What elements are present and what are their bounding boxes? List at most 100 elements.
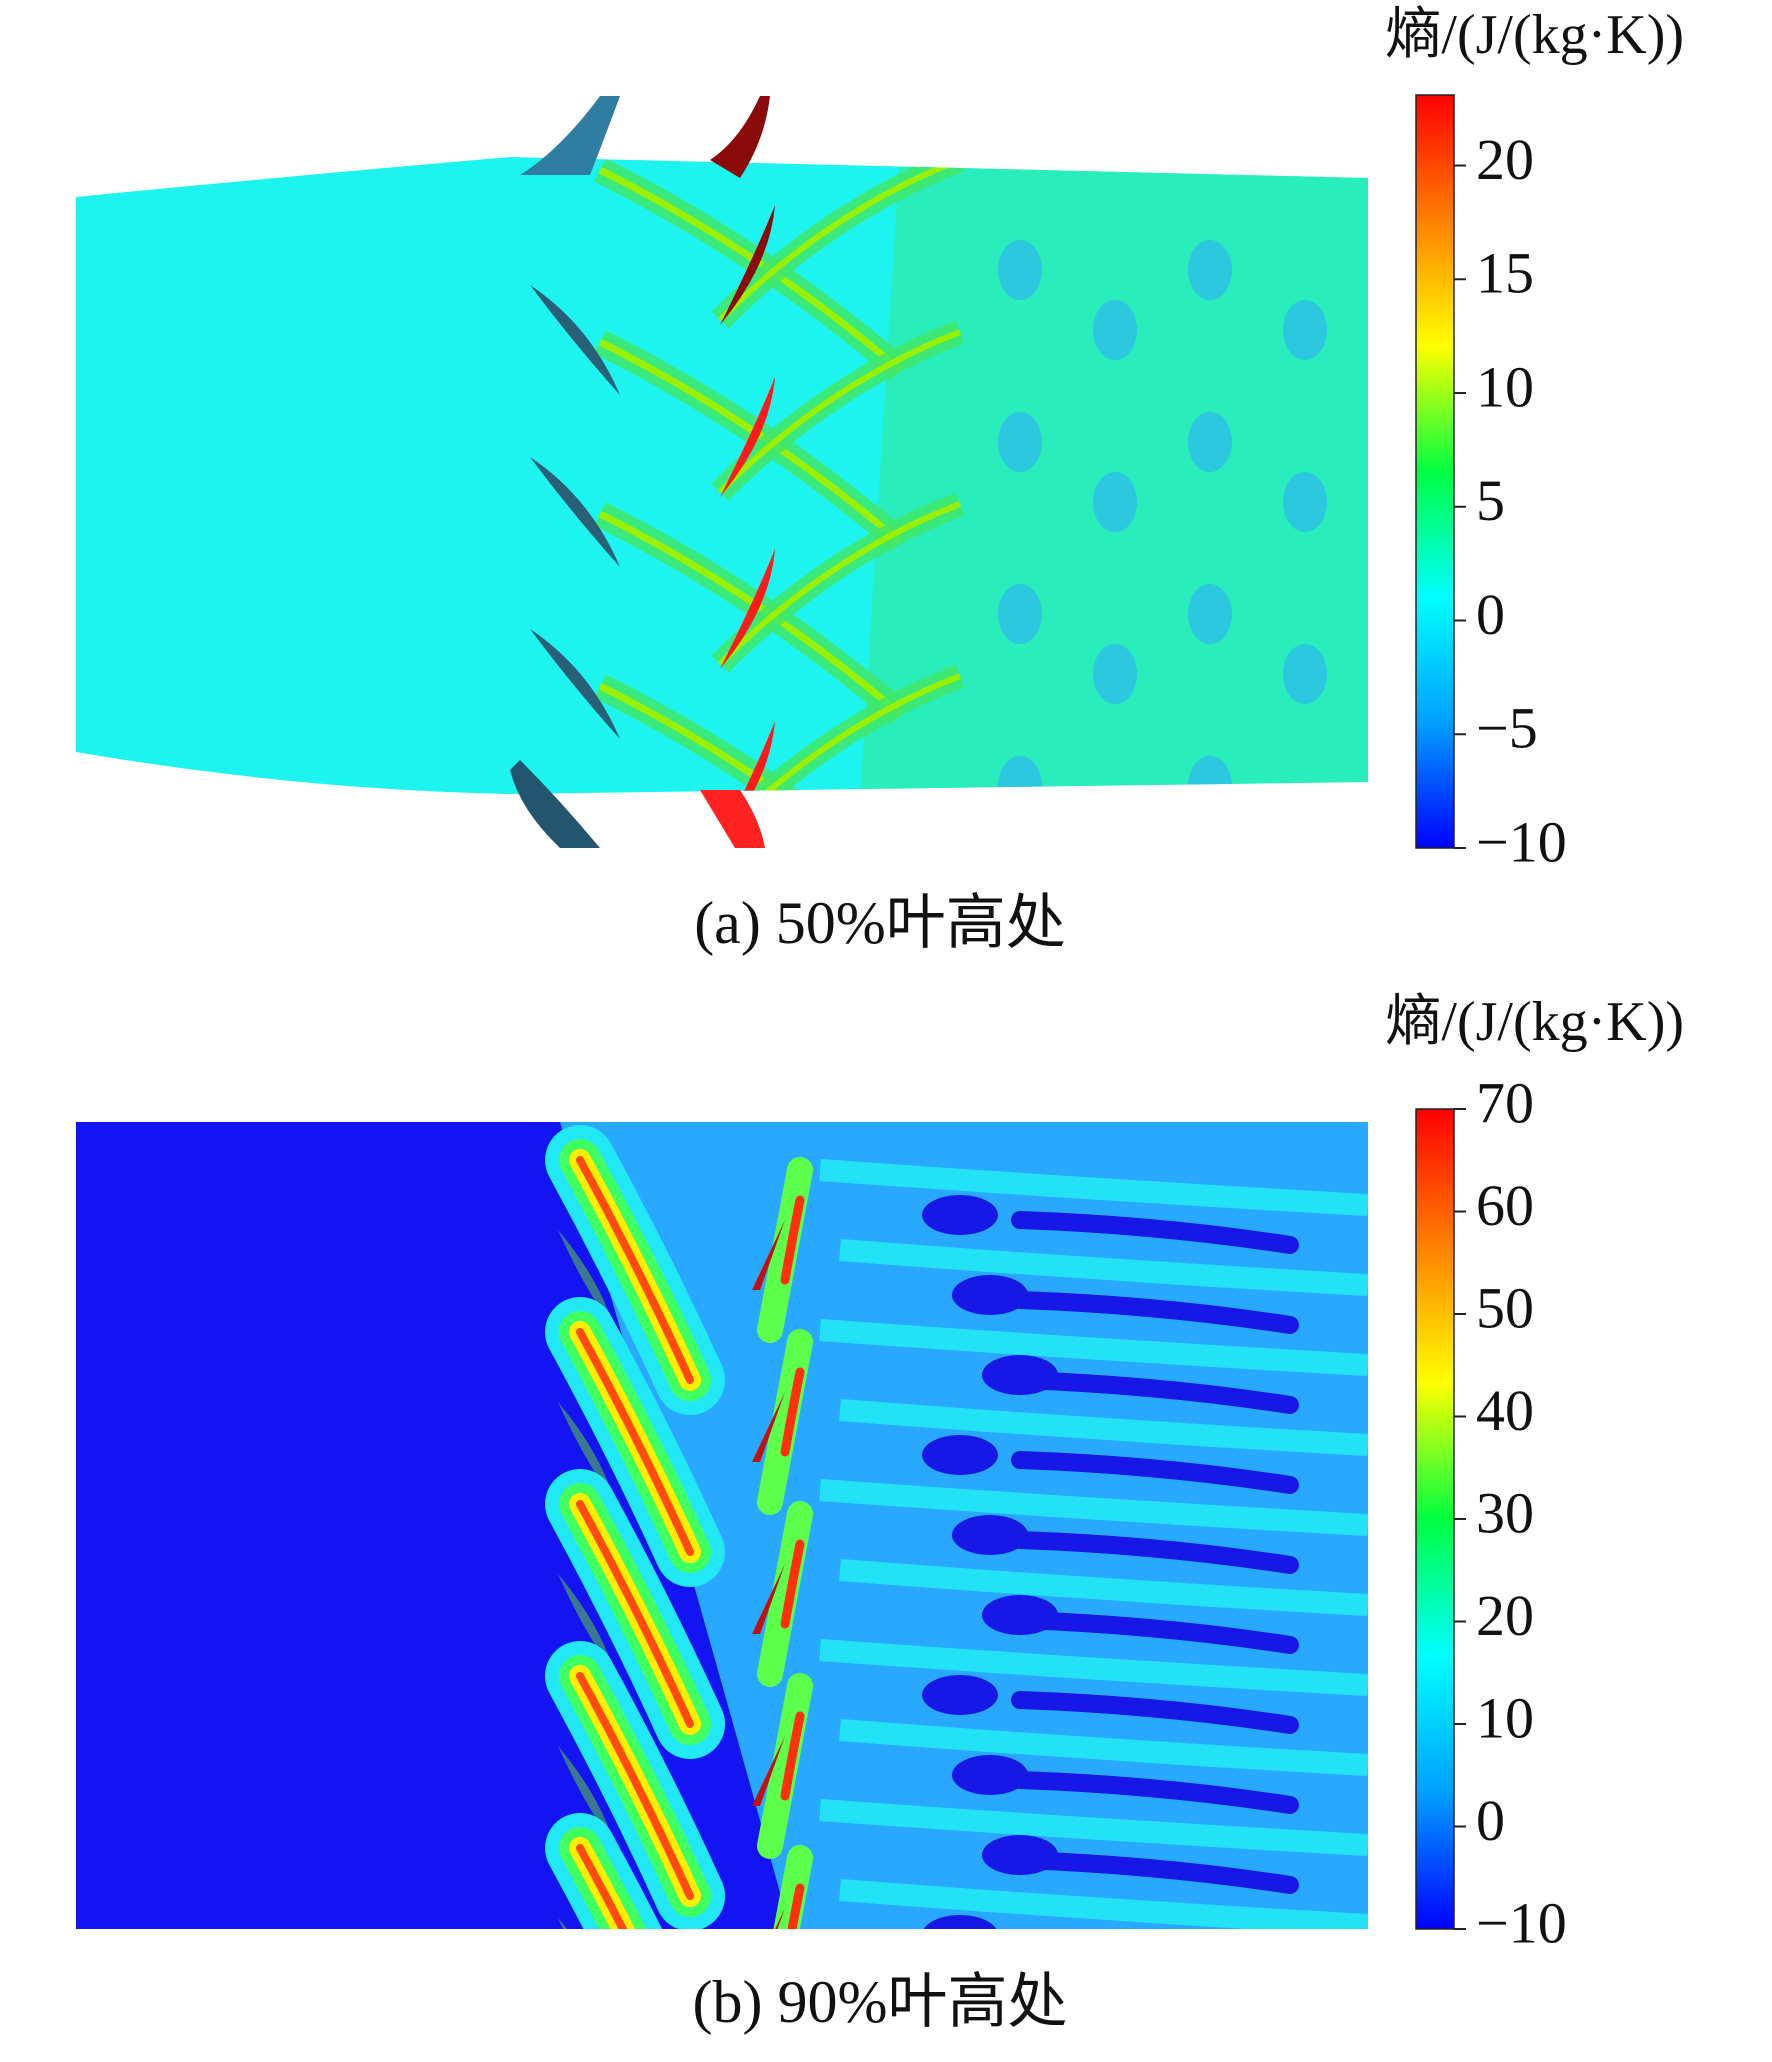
colorbar-tick-label: −10 [1476,809,1567,874]
colorbar-label: 熵/(J/(kg·K)) [1385,4,1684,66]
panel-b: −10 0 10 20 30 40 50 60 70 熵/(J/(kg·K)) (b) 90%叶高处 [76,991,1684,2035]
low-blob [998,240,1042,300]
low-blob [952,1755,1028,1795]
low-blob [998,584,1042,644]
low-blob [1093,472,1137,532]
low-blob [1283,472,1327,532]
panel-caption: (a) 50%叶高处 [694,890,1066,956]
blade-wake [576,1328,694,1556]
rotor-wake [780,1711,805,1801]
blade-tip [700,790,765,848]
colorbar-tick-label: 0 [1476,1788,1505,1853]
panel-a: −10 −5 0 5 10 15 20 熵/(J/(kg·K)) (a) 50%叶高处 [76,4,1684,956]
colorbar-tick-label: 30 [1476,1480,1534,1545]
cyan-streak [819,1639,1368,1696]
low-blob [922,1675,998,1715]
wake-core [717,501,962,667]
colorbar [1415,1108,1455,1930]
low-streak [1011,1211,1299,1254]
rotor-wake [757,1501,813,1687]
low-blob [1188,412,1232,472]
blade-wake [576,1844,628,1929]
cyan-streak [839,1559,1368,1616]
blade-wake [576,1672,694,1900]
low-blob [1283,644,1327,704]
low-blob [1283,816,1327,876]
stator-blade [530,285,620,395]
low-blob [998,756,1042,794]
colorbar [1415,94,1455,849]
low-blob [1283,300,1327,360]
low-streak [1011,1691,1299,1734]
panel-caption: (b) 90%叶高处 [693,1969,1068,2035]
low-streak [1011,1611,1299,1654]
low-blob [922,1195,998,1235]
colorbar-tick-label: 20 [1476,1583,1534,1648]
colorbar-tick-label: 40 [1476,1378,1534,1443]
low-streak [1011,1451,1299,1494]
rotor-wake [757,1157,813,1343]
blade-tip [520,96,620,175]
low-blob [998,412,1042,472]
low-blob [922,1435,998,1475]
colorbar-tick-label: 15 [1476,241,1534,306]
rotor-blade [775,1908,785,1929]
low-streak [1020,1940,1290,1965]
stator-blade [530,629,620,739]
cyan-streak [839,1399,1368,1456]
cyan-streak [839,1879,1368,1929]
contour-field [76,157,1368,876]
low-blob [1093,816,1137,876]
low-blob [1093,644,1137,704]
cyan-streak [839,1239,1368,1296]
colorbar-label: 熵/(J/(kg·K)) [1385,991,1684,1053]
cyan-streak [839,1719,1368,1776]
rotor-wake [780,1367,805,1457]
blade-tip [510,760,600,848]
colorbar-tick-label: 50 [1476,1275,1534,1340]
low-blob [923,1915,997,1929]
wake-core [717,157,962,323]
low-blob [1188,756,1232,794]
colorbar-tick-label: 0 [1476,582,1505,647]
low-blob [952,1515,1028,1555]
colorbar-tick-label: 10 [1476,1685,1534,1750]
rotor-blade [752,1564,785,1634]
rotor-wake [780,1539,805,1629]
rotor-blade [752,1392,785,1462]
low-streak [1011,1291,1299,1334]
contour-field [76,1122,1368,1965]
blade-tip [710,96,770,178]
low-blob [1093,300,1137,360]
rotor-wake [787,1883,805,1929]
rotor-wake [757,1673,813,1859]
stator-blade [530,457,620,567]
colorbar-tick-label: 60 [1476,1173,1534,1238]
wake-core [717,329,962,495]
low-streak [1011,1851,1299,1894]
blade-wake [576,1500,694,1728]
colorbar-tick-label: 70 [1476,1070,1534,1135]
colorbar-tick-label: 5 [1476,468,1505,533]
rotor-wake [773,1845,813,1929]
rotor-blade [752,1220,785,1290]
low-streak [1011,1371,1299,1414]
low-blob [1188,240,1232,300]
rotor-wake [757,1329,813,1515]
low-streak [1011,1771,1299,1814]
cyan-streak [819,1319,1368,1376]
low-blob [1188,584,1232,644]
blade-wake [576,1156,694,1384]
colorbar-tick-label: 20 [1476,127,1534,192]
low-streak [1011,1531,1299,1574]
rotor-wake [780,1195,805,1285]
cyan-streak [819,1799,1368,1856]
colorbar-tick-label: −10 [1476,1890,1567,1955]
cyan-streak [819,1479,1368,1536]
colorbar-tick-label: −5 [1476,696,1538,761]
low-blob [952,1275,1028,1315]
cyan-streak [819,1159,1368,1216]
rotor-blade [752,1736,785,1806]
